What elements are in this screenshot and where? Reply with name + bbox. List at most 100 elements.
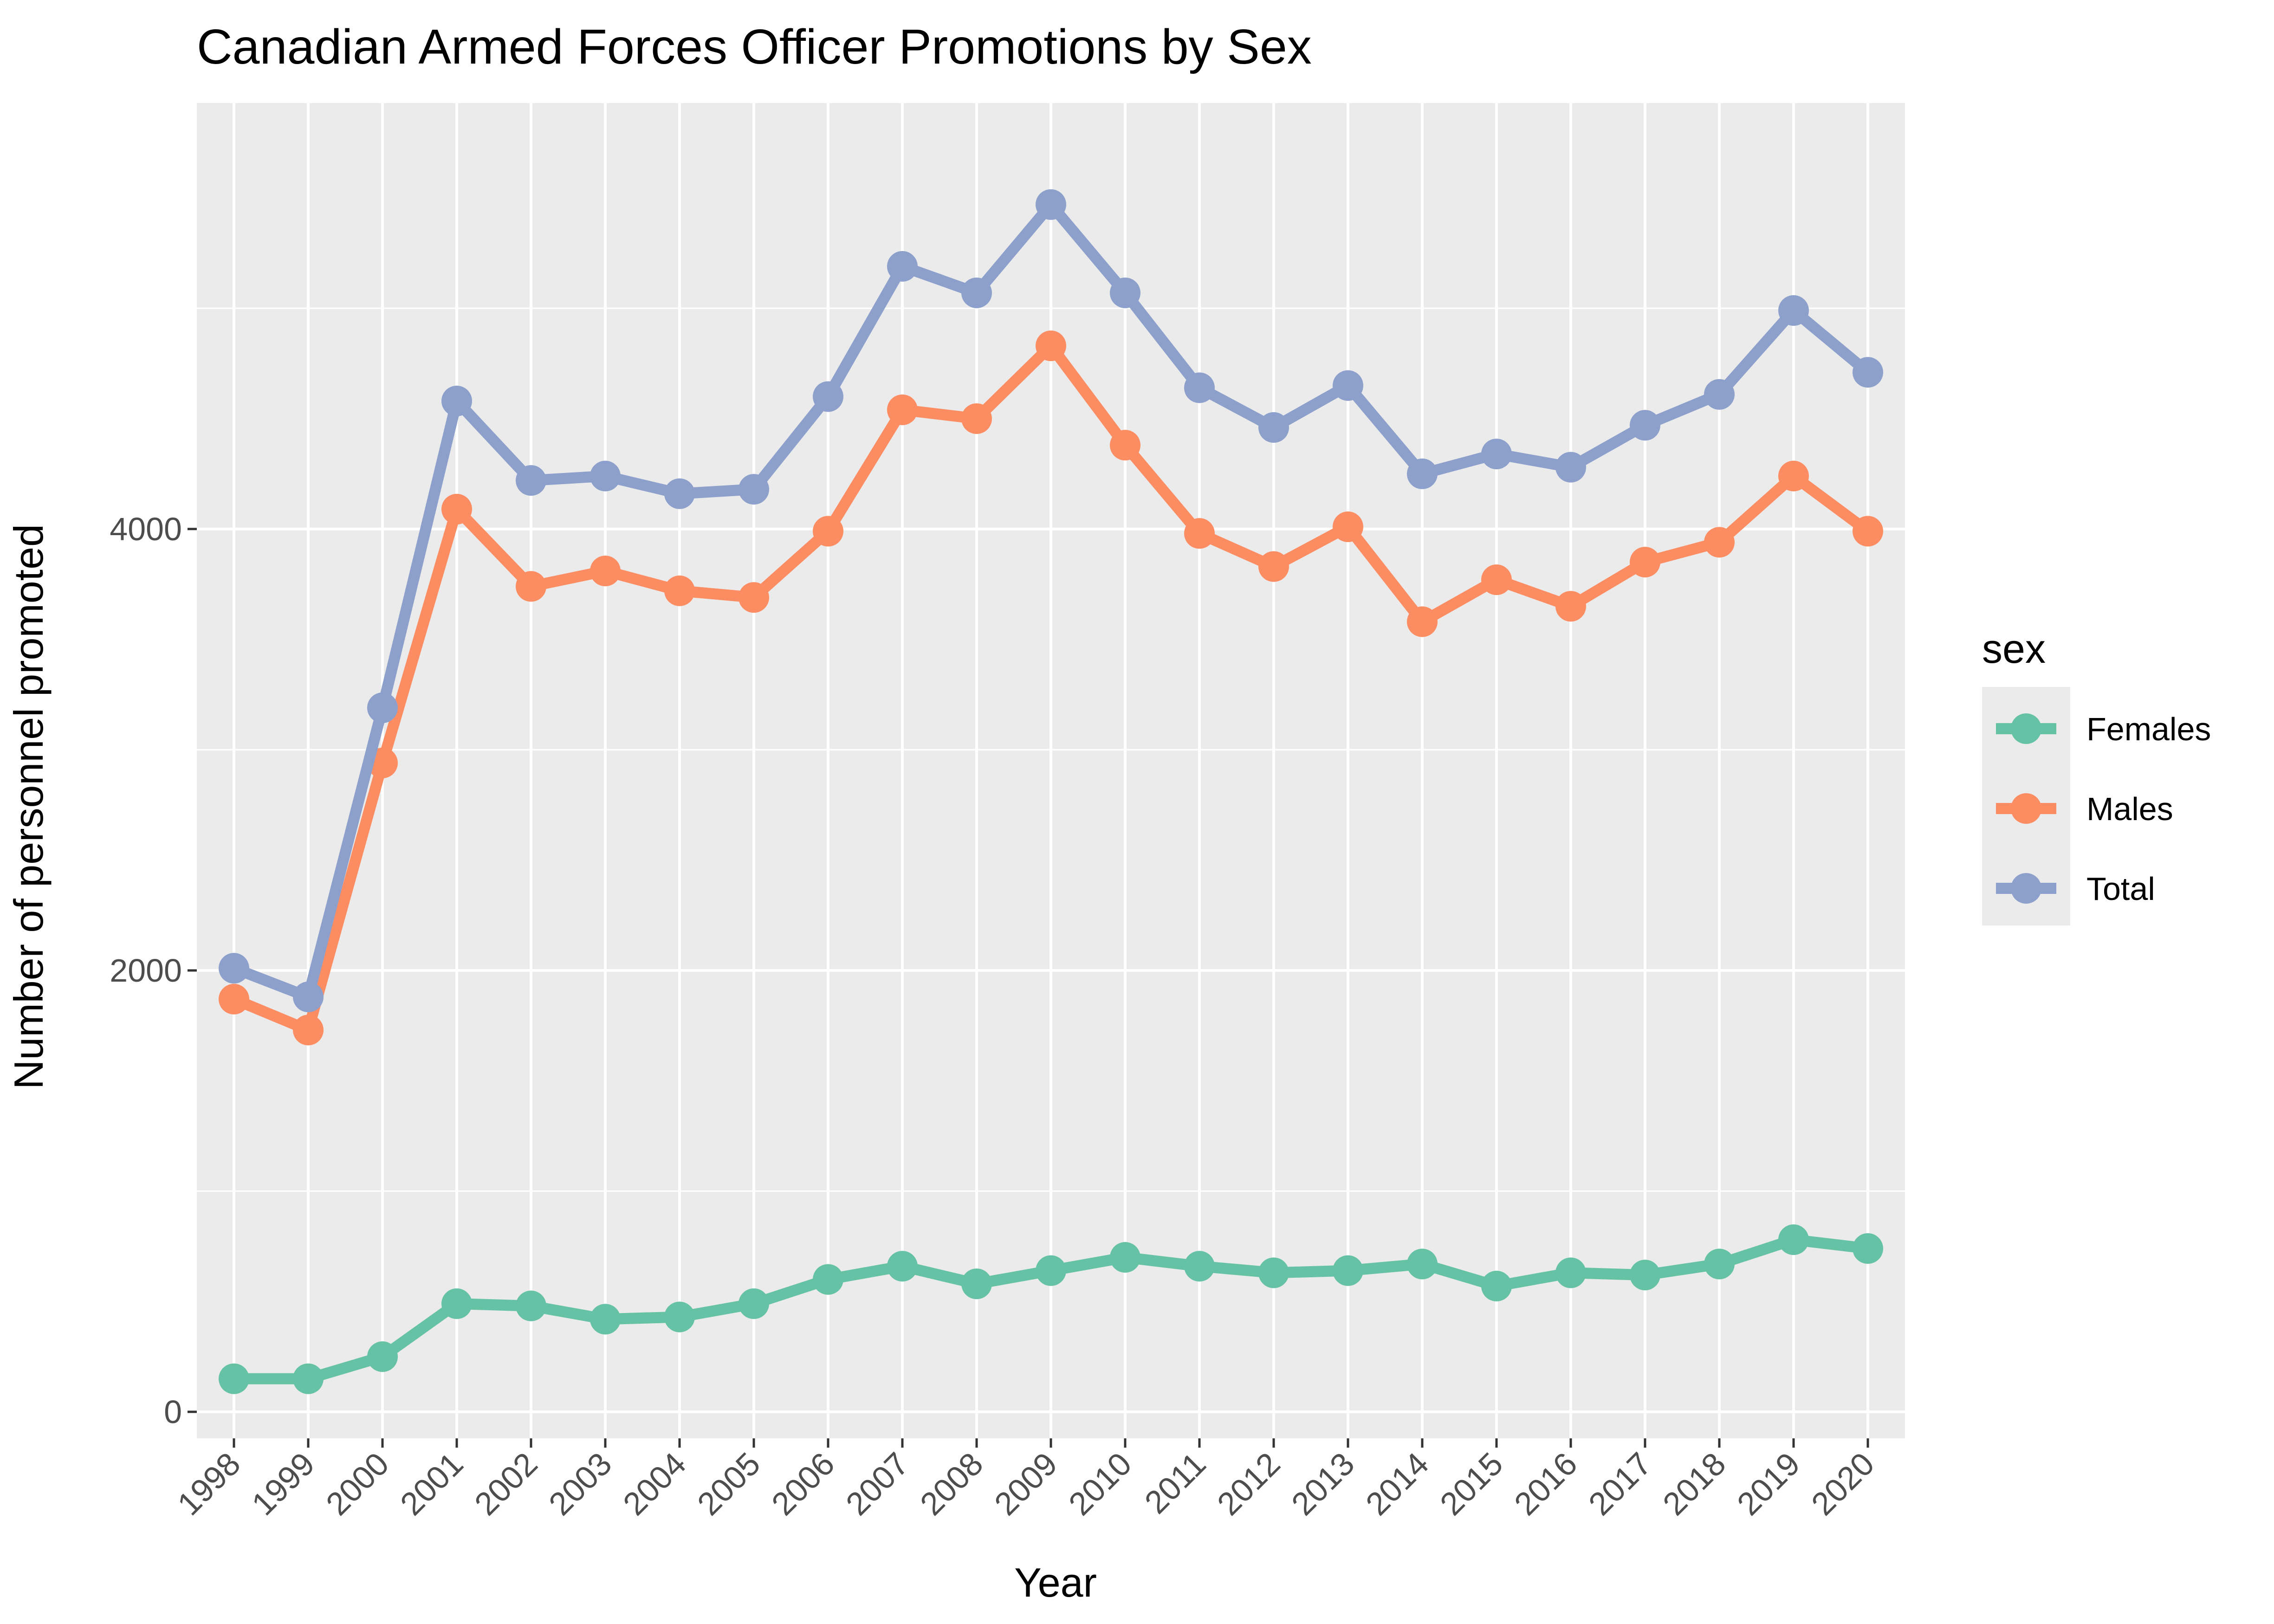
data-point-females [1778, 1224, 1809, 1255]
series-total [219, 189, 1883, 1012]
data-point-males [219, 983, 249, 1015]
legend: sex Females Males Total [1982, 626, 2211, 925]
data-point-males [1555, 591, 1586, 622]
data-point-females [664, 1301, 695, 1333]
legend-key-point-total [2011, 873, 2041, 904]
legend-item-total: Total [1996, 871, 2155, 907]
data-point-females [441, 1288, 472, 1319]
chart-title: Canadian Armed Forces Officer Promotions… [197, 19, 1312, 74]
data-point-females [1333, 1255, 1363, 1286]
x-tick-label: 2006 [764, 1445, 841, 1522]
data-point-total [1853, 357, 1883, 388]
data-point-males [1630, 547, 1660, 578]
data-point-females [367, 1341, 398, 1372]
data-point-females [516, 1290, 546, 1321]
data-point-males [1184, 518, 1215, 549]
legend-item-females: Females [1996, 711, 2211, 747]
data-point-females [1184, 1251, 1215, 1282]
data-point-total [516, 465, 546, 496]
data-point-males [1778, 460, 1809, 492]
legend-label-total: Total [2086, 871, 2155, 907]
data-point-females [813, 1264, 843, 1295]
data-point-females [1036, 1255, 1066, 1286]
data-point-males [887, 394, 918, 425]
data-point-females [1704, 1249, 1735, 1280]
data-point-total [590, 460, 621, 492]
data-point-males [1853, 516, 1883, 547]
x-tick-label: 2008 [913, 1445, 990, 1522]
x-tick-label: 1999 [245, 1445, 321, 1522]
data-point-males [1110, 430, 1140, 461]
data-point-males [293, 1015, 324, 1046]
data-point-females [887, 1251, 918, 1282]
x-tick-label: 2007 [839, 1445, 915, 1522]
data-point-total [219, 953, 249, 984]
x-axis-title: Year [1014, 1559, 1097, 1605]
data-point-total [887, 251, 918, 282]
x-tick-label: 2009 [987, 1445, 1064, 1522]
series-females [219, 1224, 1883, 1394]
legend-key-point-females [2011, 713, 2041, 744]
x-tick-label: 2016 [1507, 1445, 1584, 1522]
data-point-females [739, 1288, 769, 1319]
x-tick-label: 2012 [1210, 1445, 1287, 1522]
data-point-total [1555, 452, 1586, 483]
x-tick-label: 2018 [1656, 1445, 1732, 1522]
data-point-total [961, 277, 992, 308]
data-point-females [1481, 1270, 1512, 1301]
data-point-total [813, 381, 843, 412]
data-point-total [1630, 410, 1660, 441]
legend-item-males: Males [1996, 791, 2173, 827]
data-point-males [1258, 551, 1289, 582]
data-point-females [1110, 1242, 1140, 1273]
data-point-males [739, 582, 769, 613]
data-point-total [1704, 379, 1735, 410]
x-tick-label: 2014 [1359, 1445, 1435, 1522]
series-layer [219, 189, 1883, 1394]
series-males [219, 330, 1883, 1046]
data-point-total [441, 385, 472, 416]
x-tick-label: 2010 [1062, 1445, 1138, 1522]
y-tick-label: 4000 [110, 511, 182, 547]
x-tick-label: 2002 [467, 1445, 544, 1522]
data-point-total [1407, 458, 1438, 489]
data-point-females [1630, 1260, 1660, 1291]
data-point-females [1555, 1257, 1586, 1288]
data-point-total [1333, 370, 1363, 401]
data-point-males [1036, 330, 1066, 362]
data-point-females [219, 1363, 249, 1394]
data-point-total [1036, 189, 1066, 220]
x-tick-label: 2019 [1730, 1445, 1807, 1522]
x-tick-label: 2003 [542, 1445, 618, 1522]
x-tick-label: 1998 [170, 1445, 247, 1522]
plot-panel [197, 103, 1905, 1438]
data-point-total [293, 981, 324, 1012]
legend-label-females: Females [2086, 711, 2211, 747]
y-axis-title: Number of personnel promoted [6, 524, 52, 1089]
x-tick-label: 2000 [319, 1445, 395, 1522]
data-point-total [1258, 412, 1289, 443]
data-point-total [1481, 439, 1512, 470]
data-point-males [590, 556, 621, 587]
data-point-total [739, 474, 769, 505]
data-point-males [1704, 527, 1735, 558]
data-point-total [1110, 277, 1140, 308]
x-tick-label: 2001 [393, 1445, 470, 1522]
legend-label-males: Males [2086, 791, 2173, 827]
x-tick-label: 2020 [1804, 1445, 1881, 1522]
data-point-males [1481, 564, 1512, 595]
data-point-females [1258, 1257, 1289, 1288]
legend-title: sex [1982, 626, 2046, 672]
data-point-males [441, 493, 472, 524]
legend-key-point-males [2011, 793, 2041, 824]
data-point-females [961, 1268, 992, 1300]
x-tick-label: 2017 [1581, 1445, 1658, 1522]
data-point-total [1184, 372, 1215, 403]
x-tick-label: 2015 [1433, 1445, 1510, 1522]
data-point-males [813, 516, 843, 547]
data-point-males [664, 575, 695, 606]
data-point-males [516, 571, 546, 602]
x-tick-label: 2005 [690, 1445, 767, 1522]
